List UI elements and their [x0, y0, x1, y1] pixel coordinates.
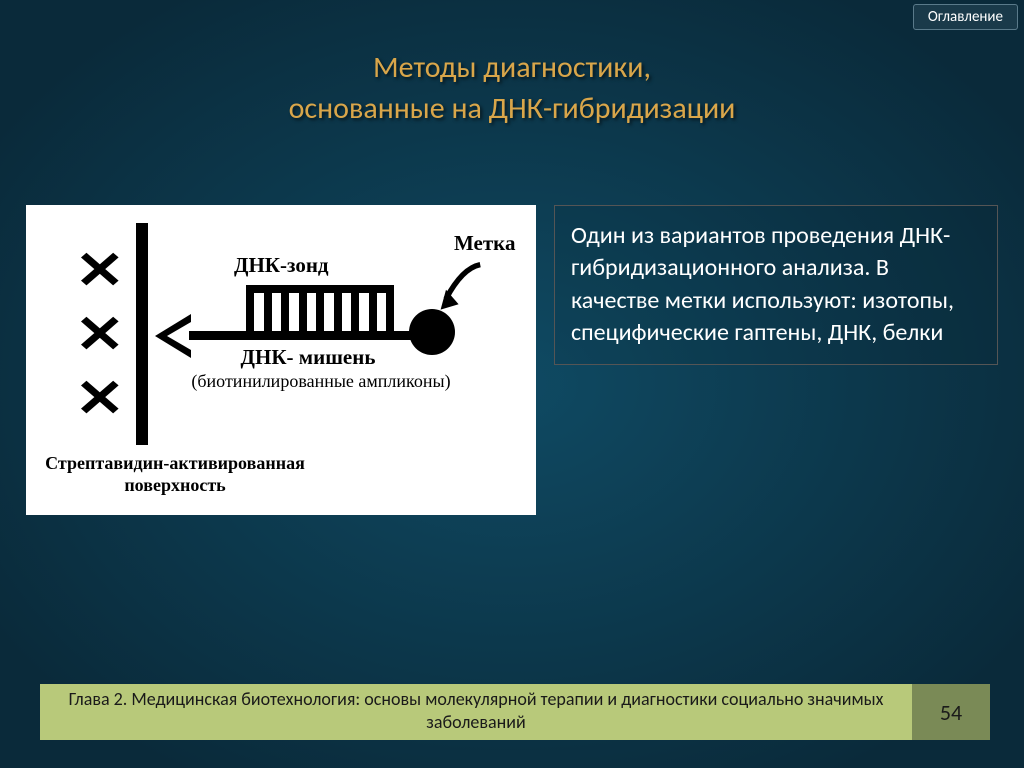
- ladder-rung: [334, 289, 342, 331]
- target-arrowhead: [155, 314, 191, 358]
- label-marker: Метка: [454, 231, 515, 256]
- footer-text: Глава 2. Медицинская биотехнология: осно…: [40, 684, 912, 740]
- surface-bar: [136, 223, 148, 445]
- marker-dot: [409, 309, 455, 355]
- title-line-2: основанные на ДНК-гибридизации: [0, 89, 1024, 130]
- label-target-sub: (биотинилированные ампликоны): [156, 371, 486, 392]
- x-mark: ✕: [75, 373, 125, 425]
- description-text: Один из вариантов проведения ДНК-гибриди…: [571, 221, 954, 347]
- content-area: ✕ ✕ ✕ ДНК-зонд Метка ДНК- мишень (биотинил…: [26, 205, 998, 515]
- ladder-rung: [316, 289, 324, 331]
- toc-button[interactable]: Оглавление: [913, 4, 1018, 30]
- footer: Глава 2. Медицинская биотехнология: осно…: [40, 684, 990, 740]
- label-surface-1: Стрептавидин-активированная: [30, 453, 320, 474]
- description-box: Один из вариантов проведения ДНК-гибриди…: [554, 205, 998, 365]
- dna-ladder: [246, 285, 394, 331]
- target-arrow-shaft: [189, 331, 421, 340]
- marker-arrow: [437, 261, 491, 315]
- slide-title: Методы диагностики, основанные на ДНК-ги…: [0, 0, 1024, 129]
- title-line-1: Методы диагностики,: [0, 48, 1024, 89]
- ladder-rung: [264, 289, 272, 331]
- label-surface-2: поверхность: [30, 475, 320, 496]
- ladder-rung: [369, 289, 377, 331]
- ladder-rung: [351, 289, 359, 331]
- ladder-rung: [246, 289, 254, 331]
- label-target: ДНК- мишень: [208, 345, 408, 370]
- slide: Оглавление Методы диагностики, основанны…: [0, 0, 1024, 768]
- label-probe: ДНК-зонд: [234, 253, 329, 278]
- page-number: 54: [912, 684, 990, 740]
- ladder-rung: [281, 289, 289, 331]
- x-mark: ✕: [75, 245, 125, 297]
- diagram: ✕ ✕ ✕ ДНК-зонд Метка ДНК- мишень (биотинил…: [26, 205, 536, 515]
- ladder-rung: [299, 289, 307, 331]
- x-mark: ✕: [75, 309, 125, 361]
- ladder-rung: [386, 289, 394, 331]
